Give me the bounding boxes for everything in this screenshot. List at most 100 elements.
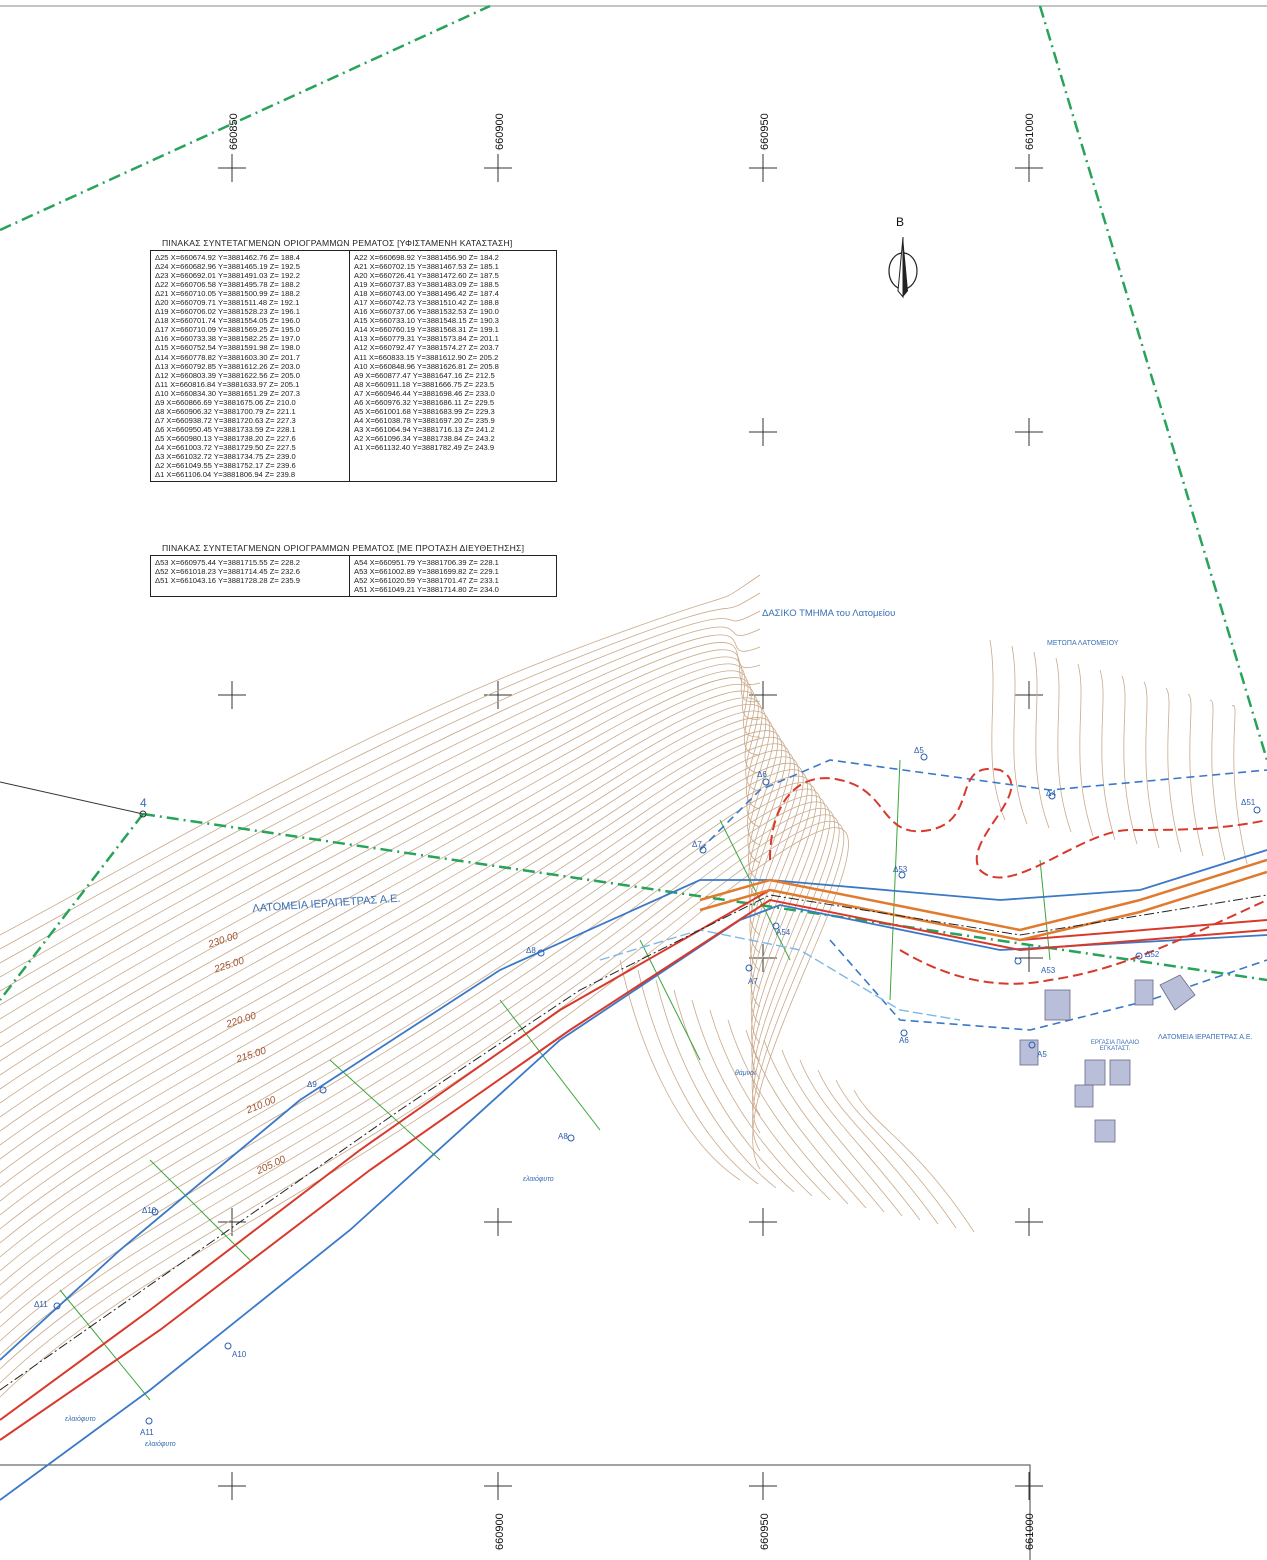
existing-table-row: Δ25 X=660674.92 Y=3881462.76 Z= 188.4 bbox=[155, 253, 300, 262]
contour-line bbox=[0, 762, 804, 1258]
cross-section-line bbox=[149, 1159, 251, 1261]
existing-table-row: Δ21 X=660710.05 Y=3881500.99 Z= 188.2 bbox=[155, 289, 300, 299]
contour-line bbox=[0, 801, 831, 1342]
existing-table-row: Δ14 X=660778.82 Y=3881603.30 Z= 201.7 bbox=[155, 352, 300, 362]
contour-line bbox=[0, 775, 813, 1286]
contour-line bbox=[0, 788, 822, 1314]
contour-line bbox=[763, 1039, 885, 1213]
point-label-a53: A53 bbox=[1041, 966, 1056, 975]
grid-label-top-4: 661000 bbox=[1024, 113, 1036, 150]
contour-line bbox=[1077, 663, 1094, 837]
point-marker bbox=[772, 922, 780, 930]
bottom-frame-line bbox=[0, 1464, 1031, 1560]
contour-line bbox=[0, 656, 761, 1034]
grid-label-top-3: 660950 bbox=[759, 113, 771, 150]
proposed-channel bbox=[699, 858, 1267, 942]
property-boundary bbox=[0, 4, 1267, 1001]
contour-line bbox=[0, 723, 779, 1174]
point-label-d6: Δ6 bbox=[757, 770, 767, 779]
grid-label-bottom-3: 661000 bbox=[1024, 1513, 1036, 1550]
point-label-d11: Δ11 bbox=[34, 1300, 48, 1309]
existing-table-row: A20 X=660726.41 Y=3881472.60 Z= 187.5 bbox=[354, 271, 499, 281]
contour-lines bbox=[0, 574, 1248, 1398]
contour-line bbox=[853, 1089, 975, 1233]
contour-line bbox=[0, 730, 783, 1188]
contour-line bbox=[1121, 675, 1138, 845]
point-marker bbox=[1014, 957, 1022, 965]
proposed-table-row: Δ52 X=661018.23 Y=3881714.45 Z= 232.6 bbox=[155, 567, 300, 577]
existing-table-row: Δ5 X=660980.13 Y=3881738.20 Z= 227.6 bbox=[155, 433, 296, 443]
proposed-table-row: A51 X=661049.21 Y=3881714.80 Z= 234.0 bbox=[354, 585, 499, 595]
cross-section-line bbox=[59, 1289, 151, 1401]
contour-line bbox=[0, 610, 761, 964]
point-label-d8: Δ8 bbox=[526, 946, 536, 955]
point-marker bbox=[745, 964, 753, 972]
cross-section-line bbox=[889, 759, 901, 1001]
contour-line bbox=[0, 677, 761, 1076]
existing-coordinates-table: ΠΙΝΑΚΑΣ ΣΥΝΤΕΤΑΓΜΕΝΩΝ ΟΡΙΟΓΡΑΜΜΩΝ ΡΕΜΑΤΟ… bbox=[150, 238, 557, 483]
existing-table-row: Δ16 X=660733.38 Y=3881582.25 Z= 197.0 bbox=[155, 334, 300, 344]
existing-table-row: Δ2 X=661049.55 Y=3881752.17 Z= 239.6 bbox=[155, 461, 296, 471]
contour-line bbox=[0, 690, 761, 1104]
existing-table-row: Δ23 X=660692.01 Y=3881491.03 Z= 192.2 bbox=[155, 271, 300, 281]
existing-table-row: Δ13 X=660792.85 Y=3881612.26 Z= 203.0 bbox=[155, 361, 300, 371]
existing-table-row: A9 X=660877.47 Y=3881647.16 Z= 212.5 bbox=[354, 370, 495, 380]
existing-table-row: Δ4 X=661003.72 Y=3881729.50 Z= 227.5 bbox=[155, 442, 296, 452]
proposed-table-row: Δ53 X=660975.44 Y=3881715.55 Z= 228.2 bbox=[155, 558, 300, 567]
contour-line bbox=[0, 626, 761, 978]
existing-table-row: A10 X=660848.96 Y=3881626.81 Z= 205.8 bbox=[354, 361, 499, 371]
contour-line bbox=[0, 827, 849, 1398]
point-label-a7: A7 bbox=[748, 977, 758, 986]
contour-line bbox=[1187, 693, 1204, 857]
existing-table-row: Δ7 X=660938.72 Y=3881720.63 Z= 227.3 bbox=[155, 415, 296, 425]
point-marker bbox=[537, 949, 545, 957]
point-label-d10: Δ10 bbox=[142, 1206, 157, 1215]
existing-table-row: A15 X=660733.10 Y=3881548.15 Z= 190.3 bbox=[354, 316, 499, 326]
cross-section-line bbox=[499, 999, 601, 1131]
point-label-d53: Δ53 bbox=[893, 865, 908, 874]
existing-table-row: A1 X=661132.40 Y=3881782.49 Z= 243.9 bbox=[354, 442, 495, 452]
existing-table-row: A7 X=660946.44 Y=3881698.46 Z= 233.0 bbox=[354, 388, 495, 398]
point-label-d4: Δ4 bbox=[1046, 789, 1056, 798]
point-label-d5: Δ5 bbox=[914, 746, 924, 755]
point-label-a10: A10 bbox=[232, 1350, 247, 1359]
contour-line bbox=[0, 710, 771, 1146]
point-label-a5: A5 bbox=[1037, 1050, 1047, 1059]
contour-line bbox=[0, 814, 840, 1370]
contour-line bbox=[0, 592, 761, 950]
existing-table-row: A5 X=661001.68 Y=3881683.99 Z= 229.3 bbox=[354, 406, 495, 416]
point-marker bbox=[145, 1417, 153, 1425]
proposed-table-left-column: Δ53 X=660975.44 Y=3881715.55 Z= 228.2 Δ52… bbox=[151, 556, 349, 596]
existing-table-row: A14 X=660760.19 Y=3881568.31 Z= 199.1 bbox=[354, 325, 499, 335]
boundary-point-label: 4 bbox=[140, 796, 147, 810]
contour-line bbox=[0, 769, 808, 1272]
contour-line bbox=[673, 989, 795, 1193]
boundary-thin-line bbox=[0, 781, 144, 815]
existing-table-row: Δ1 X=661106.04 Y=3881806.94 Z= 239.8 bbox=[155, 470, 296, 480]
proposed-table-title: ΠΙΝΑΚΑΣ ΣΥΝΤΕΤΑΓΜΕΝΩΝ ΟΡΙΟΓΡΑΜΜΩΝ ΡΕΜΑΤΟ… bbox=[162, 543, 525, 553]
quarry-front-label: ΜΕΤΩΠΑ ΛΑΤΟΜΕΙΟΥ bbox=[1047, 640, 1119, 647]
existing-table-row: Δ24 X=660682.96 Y=3881465.19 Z= 192.5 bbox=[155, 262, 300, 272]
existing-table-row: A6 X=660976.32 Y=3881686.11 Z= 229.5 bbox=[354, 397, 495, 407]
contour-line bbox=[727, 1019, 849, 1205]
existing-table-row: A4 X=661038.78 Y=3881697.20 Z= 235.9 bbox=[354, 415, 495, 425]
contour-line bbox=[0, 649, 761, 1020]
proposed-table-row: A52 X=661020.59 Y=3881701.47 Z= 233.1 bbox=[354, 576, 499, 586]
contour-line bbox=[0, 634, 761, 992]
contour-line bbox=[0, 795, 826, 1328]
proposed-bank-dashed bbox=[769, 767, 1267, 985]
point-marker bbox=[900, 1029, 908, 1037]
existing-table-right-column: A22 X=660698.92 Y=3881456.90 Z= 184.2 A21… bbox=[349, 251, 503, 482]
point-marker bbox=[1135, 952, 1143, 960]
point-marker bbox=[53, 1302, 61, 1310]
cross-sections bbox=[59, 759, 1051, 1401]
contour-line bbox=[0, 642, 761, 1006]
grid-label-bottom-2: 660950 bbox=[759, 1513, 771, 1550]
point-label-a6: A6 bbox=[899, 1036, 909, 1045]
contour-line bbox=[1165, 687, 1182, 853]
contour-line bbox=[1055, 657, 1072, 833]
point-marker bbox=[1253, 806, 1261, 814]
existing-table-row: Δ3 X=661032.72 Y=3881734.75 Z= 239.0 bbox=[155, 452, 296, 462]
point-marker bbox=[151, 1208, 159, 1216]
proposed-table-row: A53 X=661002.89 Y=3881699.82 Z= 229.1 bbox=[354, 567, 499, 577]
